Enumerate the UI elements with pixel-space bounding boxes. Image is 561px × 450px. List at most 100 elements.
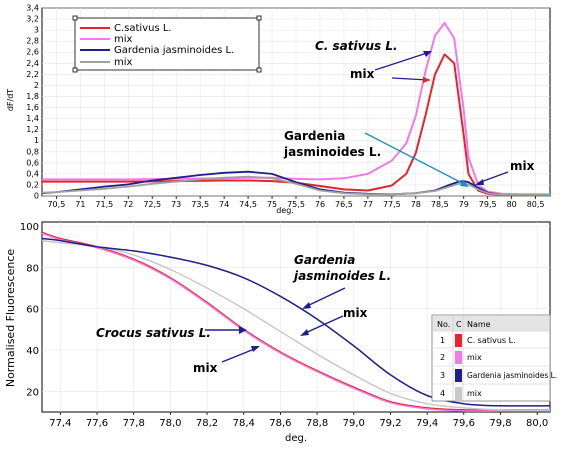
x-tick-label: 80,5 — [527, 200, 545, 209]
legend-row-4[interactable]: 4 mix — [433, 383, 549, 400]
legend-handle[interactable] — [72, 15, 78, 21]
y-tick-label: 0,6 — [26, 158, 39, 167]
y-tick-label: 100 — [20, 222, 39, 233]
legend-handle[interactable] — [256, 15, 262, 21]
y-tick-label: 1,6 — [26, 103, 39, 112]
y-tick-label: 1,2 — [26, 125, 39, 134]
legend-row-2[interactable]: 2 mix — [433, 347, 549, 364]
normalised-fluorescence-chart: 20 40 60 80 100 77,4 77,6 77,8 78,0 78,2 78,4 78,6… — [4, 221, 557, 444]
annotation-mix-gardenia: mix — [510, 159, 535, 173]
series-gardenia — [41, 237, 551, 407]
top-legend[interactable]: C.sativus L. mix Gardenia jasminoides L.… — [72, 15, 262, 73]
x-tick-label: 70,5 — [47, 200, 65, 209]
legend-row-swatch — [455, 369, 462, 382]
arrow-to-gardenia-peak — [364, 132, 467, 186]
legend-header-color[interactable]: C — [456, 320, 462, 329]
x-tick-label: 79,0 — [343, 418, 365, 429]
y-tick-label: 0,4 — [26, 169, 39, 178]
legend-header-name[interactable]: Name — [467, 320, 491, 329]
arrow-to-pink-curve — [221, 347, 258, 363]
top-x-ticks: 70,5 71 71,5 72 72,5 73 73,5 74 74,5 75 75,5 76 76,5… — [47, 196, 545, 209]
x-tick-label: 80 — [507, 200, 517, 209]
x-tick-label: 72,5 — [143, 200, 161, 209]
x-tick-label: 77,8 — [123, 418, 145, 429]
bottom-legend-table: No. C Name 1 C. sativus L. 2 mix 3 G — [431, 314, 557, 402]
x-tick-label: 79 — [459, 200, 469, 209]
top-y-axis-label: dF/dT — [6, 89, 15, 111]
x-tick-label: 79,4 — [416, 418, 438, 429]
legend-row-3[interactable]: 3 Gardenia jasminoides L. — [433, 365, 557, 382]
x-tick-label: 78,5 — [431, 200, 449, 209]
bottom-x-axis-label: deg. — [285, 433, 307, 444]
x-tick-label: 78,0 — [159, 418, 181, 429]
legend-handle[interactable] — [72, 67, 78, 73]
annotation-mix-gray-bottom: mix — [343, 306, 368, 320]
x-tick-label: 77,4 — [49, 418, 71, 429]
bottom-y-ticks: 20 40 60 80 100 — [20, 222, 39, 398]
y-tick-label: 1,4 — [26, 114, 39, 123]
arrow-to-gray-curve — [302, 315, 344, 335]
legend-handle[interactable] — [256, 67, 262, 73]
annotation-c-sativus: C. sativus L. — [315, 39, 398, 53]
x-tick-label: 71 — [75, 200, 85, 209]
y-tick-label: 80 — [26, 263, 39, 274]
x-tick-label: 75,5 — [287, 200, 305, 209]
legend-row-name: mix — [467, 353, 482, 362]
x-tick-label: 73 — [171, 200, 181, 209]
legend-row-name: mix — [467, 389, 482, 398]
arrow-to-gardenia-curve — [304, 287, 346, 308]
legend-label-gardenia: Gardenia jasminoides L. — [114, 45, 234, 56]
bottom-arrows — [205, 287, 346, 363]
x-tick-label: 78 — [411, 200, 421, 209]
series-c-sativus — [41, 231, 550, 411]
series-c-sativus — [42, 53, 550, 196]
y-tick-label: 1,8 — [26, 92, 39, 101]
y-tick-label: 2,4 — [26, 59, 39, 68]
legend-row-name: Gardenia jasminoides L. — [467, 371, 557, 380]
arrow-head — [475, 179, 484, 185]
legend-row-1[interactable]: 1 C. sativus L. — [433, 330, 549, 347]
top-arrows — [364, 51, 509, 187]
legend-label-c-sativus: C.sativus L. — [114, 23, 172, 34]
x-tick-label: 79,5 — [479, 200, 497, 209]
x-tick-label: 75 — [267, 200, 277, 209]
x-tick-label: 78,8 — [306, 418, 328, 429]
legend-row-number: 2 — [440, 353, 445, 362]
x-tick-label: 77,6 — [86, 418, 108, 429]
arrow-head — [423, 77, 431, 83]
bottom-series — [41, 231, 551, 412]
x-tick-label: 78,6 — [269, 418, 291, 429]
legend-label-mix-pink: mix — [114, 34, 133, 45]
x-tick-label: 74 — [219, 200, 229, 209]
annotation-crocus: Crocus sativus L. — [96, 326, 211, 340]
legend-row-number: 1 — [440, 336, 445, 345]
series-mix-pink — [41, 232, 550, 412]
legend-row-swatch — [455, 334, 462, 347]
series-mix-gray — [41, 175, 550, 196]
x-tick-label: 76,5 — [335, 200, 353, 209]
arrow-head — [302, 302, 311, 309]
legend-label-mix-gray: mix — [114, 57, 133, 68]
x-tick-label: 73,5 — [191, 200, 209, 209]
top-x-axis-label: deg. — [276, 206, 294, 215]
y-tick-label: 0,8 — [26, 147, 39, 156]
arrow-head — [251, 346, 260, 352]
arrow-to-red-peak — [391, 77, 429, 81]
arrow-head — [423, 51, 432, 57]
top-y-ticks: 0 0,2 0,4 0,6 0,8 1 1,2 1,4 1,6 1,8 2 2,2 2,4 2,6 2,8 3… — [26, 4, 39, 201]
y-tick-label: 1 — [34, 136, 39, 145]
y-tick-label: 0 — [34, 192, 39, 201]
legend-header-no[interactable]: No. — [437, 320, 450, 329]
x-tick-label: 79,6 — [453, 418, 475, 429]
annotation-gardenia-bottom: Gardenia — [294, 253, 355, 267]
x-tick-label: 72 — [123, 200, 133, 209]
arrow-head — [239, 326, 247, 334]
x-tick-label: 80,0 — [526, 418, 548, 429]
bottom-x-ticks: 77,4 77,6 77,8 78,0 78,2 78,4 78,6 78,8 79,0 79,2… — [49, 412, 548, 429]
annotation-mix-top: mix — [350, 67, 375, 81]
annotation-jasminoides: jasminoides L. — [283, 145, 381, 159]
y-tick-label: 2 — [34, 81, 39, 90]
y-tick-label: 3 — [34, 26, 39, 35]
x-tick-label: 76 — [315, 200, 325, 209]
y-tick-label: 0,2 — [26, 180, 39, 189]
